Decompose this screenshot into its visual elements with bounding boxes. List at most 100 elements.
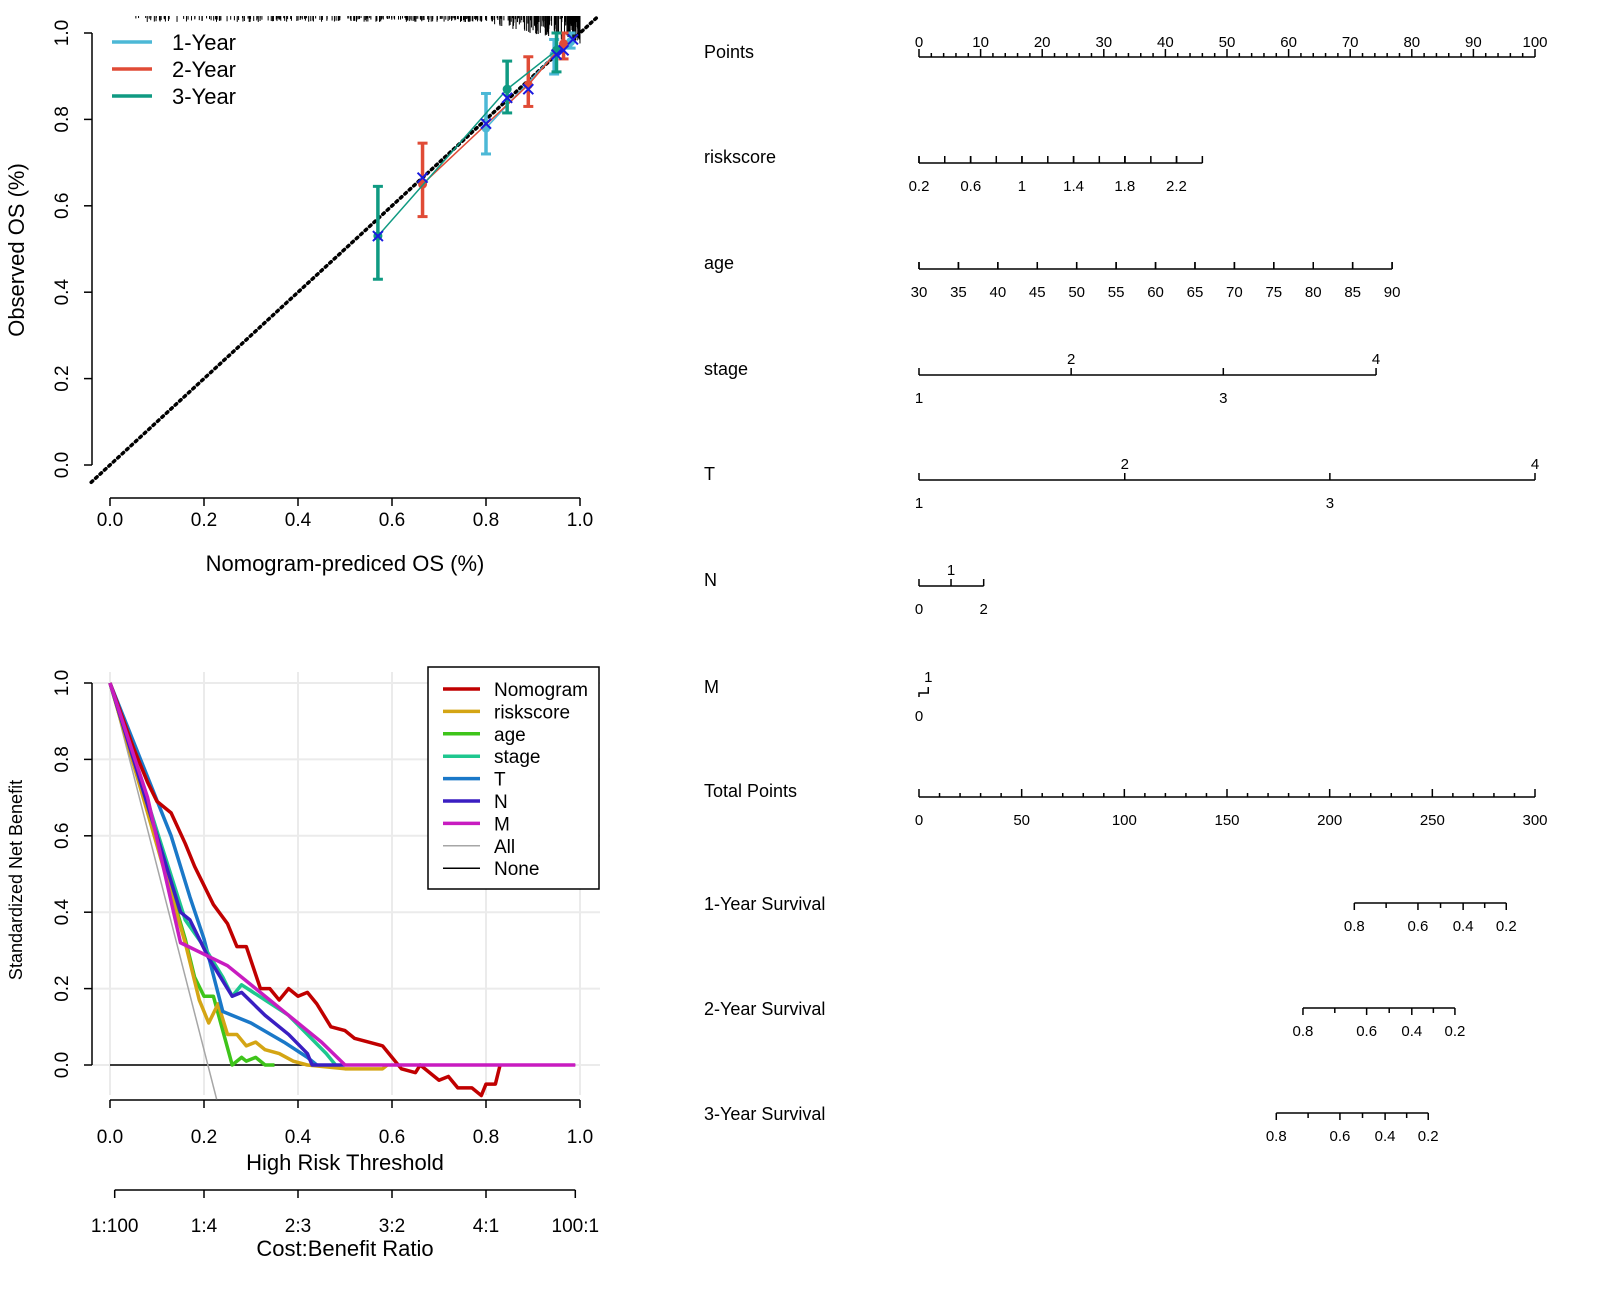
x-tick-label: 0.0 [97,1127,123,1148]
legend-label: All [494,837,515,858]
row-label-M: M [704,677,719,697]
x-tick-label: 0.0 [97,510,123,531]
legend-label: M [494,814,510,835]
y-tick-label: 0.0 [52,452,73,478]
survival-tick-label: 0.6 [1330,1128,1351,1145]
row-label-survival: 1-Year Survival [704,894,825,914]
survival-tick-label: 0.8 [1293,1023,1314,1040]
survival-tick-label: 0.2 [1496,918,1517,935]
corrected-point-marker [557,44,570,56]
total-points-tick-label: 100 [1112,812,1137,829]
survival-tick-label: 0.6 [1408,918,1429,935]
row-label-points: Points [704,42,754,62]
variable-tick-label: 55 [1108,284,1125,301]
points-tick-label: 60 [1280,34,1297,51]
y-tick-label: 1.0 [52,670,73,696]
survival-tick-label: 0.2 [1444,1023,1465,1040]
secondary-x-tick-label: 4:1 [473,1216,499,1237]
variable-tick-label: 1.4 [1063,178,1084,195]
survival-tick-label: 0.4 [1375,1128,1396,1145]
legend-label: 1-Year [172,30,236,55]
points-tick-label: 90 [1465,34,1482,51]
variable-tick-label: 2.2 [1166,178,1187,195]
x-tick-label: 0.4 [285,1127,312,1148]
secondary-x-tick-label: 2:3 [285,1216,311,1237]
variable-tick-label: 2 [1121,456,1129,473]
variable-tick-label: 3 [1326,495,1334,512]
calibration-plot: Nomogram-prediced OS (%) Observed OS (%)… [4,13,601,576]
dca-y-label: Standardized Net Benefit [6,780,26,980]
x-tick-label: 0.6 [379,510,405,531]
legend-label: 2-Year [172,57,236,82]
variable-tick-label: 0.6 [960,178,981,195]
points-tick-label: 30 [1095,34,1112,51]
corrected-point-marker [522,83,535,95]
corrected-point-marker [416,172,429,184]
legend-label: None [494,859,539,880]
row-label-survival: 3-Year Survival [704,1104,825,1124]
points-tick-label: 20 [1034,34,1051,51]
variable-tick-label: 65 [1187,284,1204,301]
y-tick-label: 1.0 [52,20,73,46]
variable-tick-label: 0 [915,601,923,618]
legend-label: riskscore [494,702,570,723]
variable-tick-label: 75 [1265,284,1282,301]
survival-tick-label: 0.4 [1401,1023,1422,1040]
total-points-tick-label: 0 [915,812,923,829]
y-tick-label: 0.0 [52,1052,73,1078]
m-axis-line [918,687,929,697]
points-tick-label: 40 [1157,34,1174,51]
variable-tick-label: 1 [947,562,955,579]
variable-tick-label: 1 [924,669,932,686]
variable-tick-label: 2 [1067,351,1075,368]
points-tick-label: 100 [1522,34,1547,51]
corrected-point-marker [567,33,579,46]
variable-tick-label: 1 [1018,178,1026,195]
x-tick-label: 0.2 [191,1127,217,1148]
legend-label: Nomogram [494,680,588,701]
x-tick-label: 0.2 [191,510,217,531]
variable-tick-label: 3 [1219,390,1227,407]
row-label-age: age [704,253,734,273]
y-tick-label: 0.8 [52,746,73,772]
legend-label: age [494,725,526,746]
survival-tick-label: 0.6 [1356,1023,1377,1040]
variable-tick-label: 40 [990,284,1007,301]
y-tick-label: 0.8 [52,106,73,132]
points-tick-label: 70 [1342,34,1359,51]
total-points-tick-label: 200 [1317,812,1342,829]
row-label-stage: stage [704,359,748,379]
x-tick-label: 0.4 [285,510,312,531]
points-tick-label: 50 [1219,34,1236,51]
total-points-tick-label: 150 [1214,812,1239,829]
x-tick-label: 0.8 [473,510,499,531]
y-tick-label: 0.2 [52,975,73,1001]
reference-diagonal-line [89,13,601,485]
secondary-x-tick-label: 100:1 [552,1216,600,1237]
survival-tick-label: 0.8 [1266,1128,1287,1145]
variable-tick-label: 4 [1531,456,1539,473]
variable-tick-label: 1 [915,390,923,407]
secondary-x-tick-label: 1:4 [191,1216,218,1237]
y-tick-label: 0.6 [52,193,73,219]
variable-tick-label: 30 [911,284,928,301]
variable-tick-label: 2 [980,601,988,618]
points-tick-label: 10 [972,34,989,51]
series-line-T [108,682,318,1067]
row-label-T: T [704,464,715,484]
variable-tick-label: 50 [1068,284,1085,301]
series-line-All [109,682,218,1100]
y-tick-label: 0.6 [52,823,73,849]
points-tick-label: 0 [915,34,923,51]
x-tick-label: 1.0 [567,1127,593,1148]
variable-tick-label: 0.2 [909,178,930,195]
total-points-tick-label: 250 [1420,812,1445,829]
variable-tick-label: 35 [950,284,967,301]
dca-secondary-x-label: Cost:Benefit Ratio [256,1236,433,1261]
corrected-point-marker [550,48,563,61]
dca-x-label: High Risk Threshold [246,1150,444,1175]
x-tick-label: 1.0 [567,510,593,531]
x-tick-label: 0.6 [379,1127,405,1148]
corrected-point-marker [501,92,513,104]
